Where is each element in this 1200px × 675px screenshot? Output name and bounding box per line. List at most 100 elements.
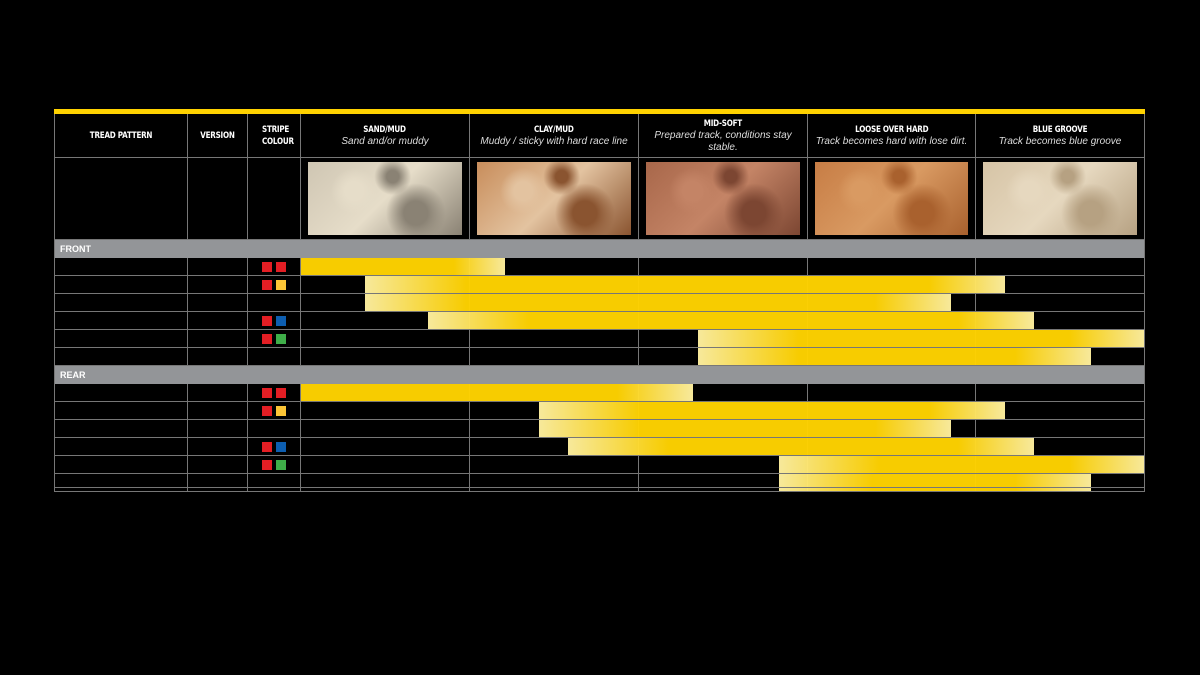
suitability-bar [778, 474, 1091, 491]
stripe-swatch [262, 460, 272, 470]
image-cell [639, 158, 808, 240]
terrain-description: Sand and/or muddy [341, 135, 429, 147]
table-cell [301, 348, 470, 366]
suitability-bar [778, 456, 1145, 473]
suitability-bar [697, 330, 1145, 347]
table-cell [808, 258, 976, 276]
column-header-label: TREAD PATTERN [89, 130, 153, 141]
table-cell [54, 474, 188, 492]
column-header: LOOSE OVER HARD Track becomes hard with l… [808, 114, 976, 158]
stripe-swatch [276, 406, 286, 416]
table-cell [54, 348, 188, 366]
column-header: CLAY/MUD Muddy / sticky with hard race li… [470, 114, 639, 158]
table-cell [301, 474, 470, 492]
terrain-description: Track becomes hard with lose dirt. [815, 135, 968, 147]
suitability-bar [697, 348, 1091, 365]
table-cell [976, 384, 1145, 402]
table-cell [188, 384, 248, 402]
image-cell [976, 158, 1145, 240]
terrain-name: BLUE GROOVE [1032, 124, 1088, 135]
image-cell [301, 158, 470, 240]
table-cell [248, 384, 301, 402]
table-cell [470, 330, 639, 348]
table-cell [54, 294, 188, 312]
table-cell [248, 474, 301, 492]
terrain-description: Track becomes blue groove [998, 135, 1122, 147]
suitability-bar [539, 402, 1005, 419]
table-cell [639, 258, 808, 276]
stripe-swatch [276, 262, 286, 272]
table-cell [301, 330, 470, 348]
table-cell [976, 294, 1145, 312]
table-cell [188, 294, 248, 312]
column-header-label: VERSION [200, 130, 235, 141]
table-cell [188, 456, 248, 474]
table-cell [639, 384, 808, 402]
stripe-swatch [276, 388, 286, 398]
terrain-tread-chart: TREAD PATTERN VERSION STRIPE COLOUR SAND/MU… [54, 109, 1145, 492]
table-cell [470, 456, 639, 474]
suitability-bar [427, 312, 1034, 329]
table-cell [248, 348, 301, 366]
table-cell [248, 294, 301, 312]
suitability-bar [365, 294, 951, 311]
table-cell [470, 258, 639, 276]
table-cell [301, 420, 470, 438]
image-cell [188, 158, 248, 240]
table-cell [54, 276, 188, 294]
table-cell [54, 330, 188, 348]
group-band-rear: REAR [54, 366, 1145, 384]
terrain-name: LOOSE OVER HARD [854, 124, 929, 135]
image-cell [470, 158, 639, 240]
table-cell [188, 330, 248, 348]
suitability-bar [567, 438, 1034, 455]
stripe-swatch [276, 316, 286, 326]
table-cell [470, 474, 639, 492]
table-cell [188, 402, 248, 420]
group-band-front: FRONT [54, 240, 1145, 258]
terrain-photo [983, 162, 1137, 235]
stripe-swatch [262, 406, 272, 416]
terrain-photo [477, 162, 631, 235]
suitability-bar [539, 420, 951, 437]
table-cell [54, 312, 188, 330]
table-cell [188, 258, 248, 276]
column-header-label: STRIPE COLOUR [262, 124, 294, 147]
table-cell [54, 456, 188, 474]
stripe-swatch [276, 442, 286, 452]
image-cell [808, 158, 976, 240]
stripe-swatch [262, 388, 272, 398]
table-cell [188, 438, 248, 456]
terrain-photo [815, 162, 968, 235]
stripe-swatch [262, 316, 272, 326]
table-cell [808, 384, 976, 402]
table-cell [301, 438, 470, 456]
table-cell [301, 402, 470, 420]
terrain-photo [646, 162, 800, 235]
table-cell [188, 276, 248, 294]
terrain-description: Muddy / sticky with hard race line [480, 135, 628, 147]
stripe-swatch [262, 262, 272, 272]
table-cell [248, 276, 301, 294]
column-header: MID-SOFT Prepared track, conditions stay … [639, 114, 808, 158]
table-cell [808, 294, 976, 312]
column-header: TREAD PATTERN [54, 114, 188, 158]
image-cell [54, 158, 188, 240]
table-cell [301, 456, 470, 474]
suitability-bar [301, 384, 693, 401]
terrain-photo [308, 162, 462, 235]
stripe-swatch [276, 334, 286, 344]
table-cell [248, 420, 301, 438]
table-cell [188, 312, 248, 330]
table-cell [248, 402, 301, 420]
stripe-swatch [262, 280, 272, 290]
table-cell [54, 384, 188, 402]
table-cell [976, 258, 1145, 276]
column-header: STRIPE COLOUR [248, 114, 301, 158]
table-cell [54, 402, 188, 420]
terrain-name: CLAY/MUD [534, 124, 574, 135]
table-cell [808, 420, 976, 438]
table-cell [54, 420, 188, 438]
table-cell [248, 456, 301, 474]
stripe-swatch [262, 442, 272, 452]
